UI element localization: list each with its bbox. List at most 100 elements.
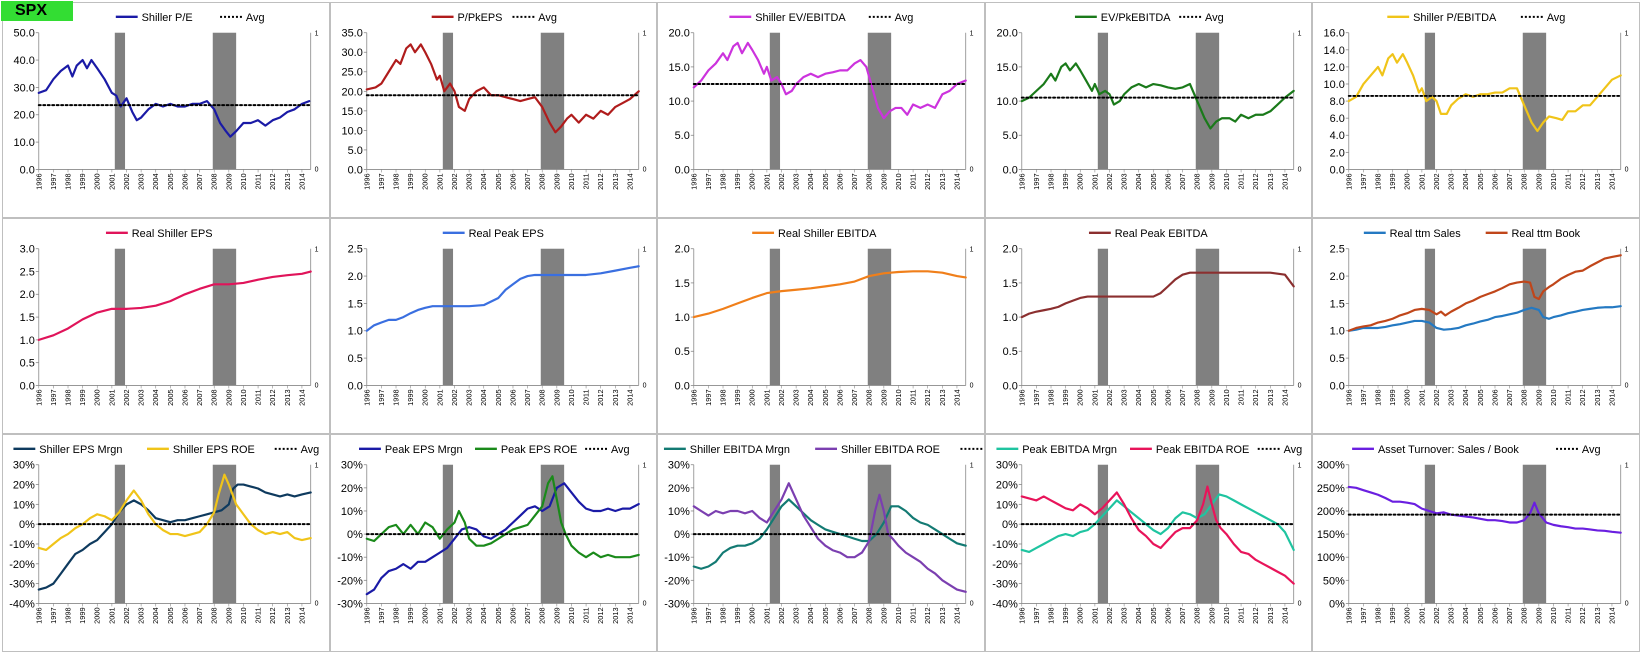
y-tick-label: 14.0 — [1324, 45, 1345, 57]
x-tick-label: 2007 — [1178, 607, 1187, 624]
x-tick-label: 1996 — [34, 173, 43, 190]
x-tick-label: 2010 — [1222, 607, 1231, 624]
x-tick-label: 2010 — [894, 173, 903, 190]
right-tick-label: 0 — [970, 382, 974, 389]
legend-label: Avg — [246, 12, 265, 24]
legend-label: Shiller EPS ROE — [173, 444, 255, 456]
x-tick-label: 2009 — [880, 607, 889, 624]
y-tick-label: 50% — [1323, 575, 1345, 587]
x-tick-label: 2012 — [923, 389, 932, 406]
x-tick-label: 2010 — [1549, 389, 1558, 406]
y-tick-label: 300% — [1317, 460, 1345, 472]
y-tick-label: 1.5 — [675, 278, 690, 290]
x-tick-label: 2011 — [254, 389, 263, 405]
x-tick-label: 2004 — [1462, 607, 1471, 624]
x-tick-label: 2010 — [239, 607, 248, 624]
x-tick-label: 2008 — [537, 389, 546, 406]
x-tick-label: 2001 — [435, 173, 444, 190]
x-tick-label: 1999 — [78, 173, 87, 190]
x-tick-label: 2012 — [268, 389, 277, 406]
chart-svg: -30% -20% -10% 0% 10% 20% 30% 1 0 1996 1997 1998 199… — [337, 444, 646, 624]
y-tick-label: 10.0 — [14, 137, 35, 149]
x-tick-label: 2010 — [567, 607, 576, 624]
legend-label: Peak EPS ROE — [500, 444, 577, 456]
x-tick-label: 2005 — [1149, 173, 1158, 190]
series-line-shiller-ebitda-roe — [692, 482, 967, 593]
y-tick-label: -10% — [664, 552, 690, 564]
x-tick-label: 2009 — [880, 173, 889, 190]
x-tick-label: 2006 — [180, 173, 189, 190]
y-tick-label: 100% — [1317, 552, 1345, 564]
y-tick-label: 20% — [668, 483, 690, 495]
x-tick-label: 2002 — [777, 173, 786, 190]
x-tick-label: 2009 — [1535, 389, 1544, 406]
x-tick-label: 2008 — [1192, 389, 1201, 406]
x-tick-label: 2004 — [806, 607, 815, 624]
x-tick-label: 2001 — [763, 389, 772, 406]
x-tick-label: 1999 — [406, 173, 415, 190]
series-line-shiller-p-ebitda — [1348, 53, 1623, 133]
x-tick-label: 2000 — [1076, 173, 1085, 190]
y-tick-label: 0.0 — [1330, 380, 1345, 392]
y-tick-label: 30% — [668, 460, 690, 472]
x-tick-label: 2005 — [493, 389, 502, 406]
y-tick-label: 10% — [341, 506, 363, 518]
y-tick-label: 0.5 — [20, 358, 35, 370]
right-tick-label: 1 — [642, 247, 646, 254]
x-tick-label: 2002 — [1432, 173, 1441, 190]
legend-label: Real Peak EPS — [468, 228, 543, 240]
x-tick-label: 1996 — [1345, 607, 1354, 624]
legend-label: Avg — [538, 12, 557, 24]
chart-svg: -40% -30% -20% -10% 0% 10% 20% 30% 1 0 1996 1997 199… — [9, 444, 319, 624]
x-tick-label: 1997 — [704, 389, 713, 406]
recession-band — [1097, 464, 1108, 604]
x-tick-label: 2001 — [1090, 389, 1099, 406]
legend-label: Avg — [1547, 12, 1566, 24]
x-tick-label: 2007 — [1178, 173, 1187, 190]
x-tick-label: 2011 — [1236, 173, 1245, 189]
x-tick-label: 2013 — [938, 607, 947, 624]
right-tick-label: 1 — [970, 31, 974, 38]
recession-band — [1195, 32, 1219, 170]
x-tick-label: 2001 — [435, 607, 444, 624]
x-tick-label: 2010 — [894, 389, 903, 406]
x-tick-label: 2000 — [748, 607, 757, 624]
x-tick-label: 1998 — [719, 607, 728, 624]
x-tick-label: 2008 — [210, 389, 219, 406]
y-tick-label: 1.5 — [1002, 278, 1017, 290]
y-tick-label: -40% — [9, 598, 35, 610]
x-tick-label: 2013 — [610, 173, 619, 190]
legend-label: Shiller EPS Mrgn — [39, 444, 122, 456]
y-tick-label: 0.0 — [1002, 380, 1017, 392]
x-tick-label: 2014 — [953, 389, 962, 406]
y-tick-label: 0.5 — [675, 346, 690, 358]
series-line-shiller-eps-roe — [37, 473, 312, 552]
legend-label: Peak EPS Mrgn — [384, 444, 462, 456]
legend-label: Real ttm Book — [1512, 228, 1581, 240]
y-tick-label: -20% — [664, 575, 690, 587]
x-tick-label: 2005 — [821, 173, 830, 190]
legend-label: Peak EBITDA Mrgn — [1022, 444, 1117, 456]
y-tick-label: 0.0 — [347, 380, 362, 392]
x-tick-label: 1997 — [1032, 389, 1041, 406]
x-tick-label: 2012 — [1579, 607, 1588, 624]
y-tick-label: 2.0 — [675, 244, 690, 256]
x-tick-label: 2001 — [1418, 389, 1427, 406]
x-tick-label: 1997 — [49, 607, 58, 624]
x-tick-label: 1999 — [1061, 173, 1070, 190]
series-line-peak-eps-mrgn — [365, 482, 640, 596]
x-tick-label: 2001 — [1090, 607, 1099, 624]
recession-band — [1425, 464, 1436, 604]
x-tick-label: 1996 — [1345, 389, 1354, 406]
right-tick-label: 0 — [642, 382, 646, 389]
x-tick-label: 2002 — [777, 607, 786, 624]
x-tick-label: 2005 — [166, 389, 175, 406]
x-tick-label: 2011 — [1564, 389, 1573, 405]
y-tick-label: 10.0 — [341, 125, 362, 137]
series-line-peak-ebitda-roe — [1020, 485, 1295, 585]
y-tick-label: 0% — [347, 529, 363, 541]
x-tick-label: 1997 — [49, 173, 58, 190]
y-tick-label: 2.0 — [1330, 271, 1345, 283]
chart-panel: 0.0 0.5 1.0 1.5 2.0 2.5 1 0 1996 1997 1998 1999 2000… — [329, 218, 658, 434]
x-tick-label: 2010 — [1222, 389, 1231, 406]
